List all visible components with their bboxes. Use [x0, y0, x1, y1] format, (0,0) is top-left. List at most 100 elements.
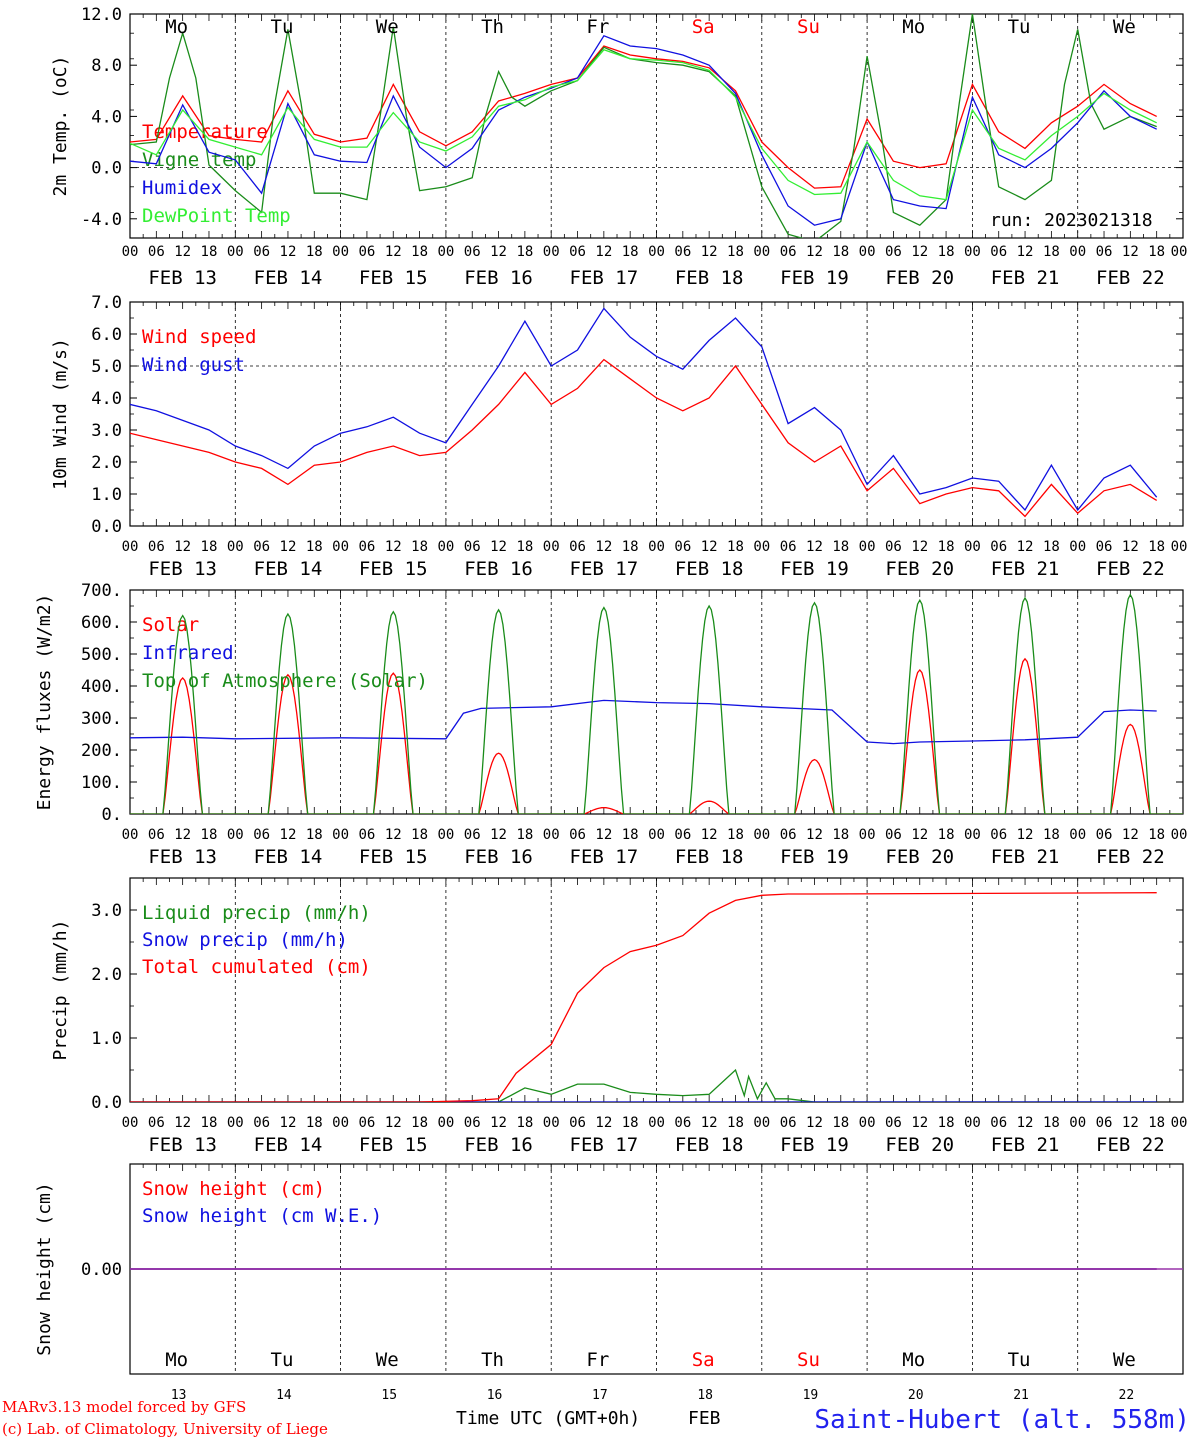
hour-tick-label: 12 [1122, 244, 1139, 260]
day-number: 14 [276, 1388, 292, 1403]
hour-tick-label: 12 [701, 1115, 718, 1131]
hour-tick-label: 18 [938, 244, 955, 260]
date-label: FEB 17 [570, 846, 639, 868]
hour-tick-label: 00 [753, 539, 770, 555]
date-label: FEB 19 [780, 846, 849, 868]
hour-tick-label: 18 [832, 827, 849, 843]
y-tick-label: 0.0 [91, 1093, 122, 1113]
x-axis-title: Time UTC (GMT+0h) [456, 1408, 640, 1429]
hour-tick-label: 06 [569, 1115, 586, 1131]
hour-tick-label: 18 [306, 244, 323, 260]
hour-tick-label: 06 [253, 539, 270, 555]
hour-tick-label: 12 [806, 827, 823, 843]
hour-tick-label: 18 [727, 827, 744, 843]
date-label: FEB 21 [991, 1134, 1060, 1156]
y-tick-label: 5.0 [91, 357, 122, 377]
hour-tick-label: 06 [990, 827, 1007, 843]
date-label: FEB 16 [464, 267, 533, 289]
date-label: FEB 22 [1096, 846, 1165, 868]
hour-tick-label: 00 [1171, 244, 1188, 260]
date-label: FEB 17 [570, 558, 639, 580]
date-label: FEB 19 [780, 267, 849, 289]
hour-tick-label: 12 [701, 244, 718, 260]
date-label: FEB 16 [464, 558, 533, 580]
hour-tick-label: 06 [1096, 244, 1113, 260]
hour-tick-label: 06 [885, 1115, 902, 1131]
date-label: FEB 18 [675, 558, 744, 580]
hour-tick-label: 00 [543, 539, 560, 555]
hour-tick-label: 00 [332, 244, 349, 260]
hour-tick-label: 18 [1043, 827, 1060, 843]
date-label: FEB 14 [254, 846, 323, 868]
date-label: FEB 19 [780, 1134, 849, 1156]
hour-tick-label: 00 [648, 827, 665, 843]
hour-tick-label: 06 [148, 539, 165, 555]
hour-tick-label: 12 [490, 1115, 507, 1131]
date-label: FEB 20 [885, 558, 954, 580]
day-name-top: Sa [692, 16, 715, 38]
hour-tick-label: 12 [490, 244, 507, 260]
hour-tick-label: 00 [1171, 1115, 1188, 1131]
hour-tick-label: 00 [1069, 1115, 1086, 1131]
y-tick-label: 1.0 [91, 1029, 122, 1049]
y-tick-label: 0.0 [91, 159, 122, 179]
x-axis-month: FEB [688, 1408, 721, 1429]
hour-tick-label: 06 [148, 1115, 165, 1131]
hour-tick-label: 12 [280, 244, 297, 260]
date-label: FEB 13 [148, 267, 217, 289]
hour-tick-label: 18 [516, 1115, 533, 1131]
hour-tick-label: 06 [464, 244, 481, 260]
day-number: 17 [592, 1388, 608, 1403]
date-label: FEB 15 [359, 1134, 428, 1156]
hour-tick-label: 12 [1122, 539, 1139, 555]
hour-tick-label: 18 [1148, 827, 1165, 843]
y-tick-label: 8.0 [91, 56, 122, 76]
credit-line-2: (c) Lab. of Climatology, University of L… [2, 1420, 328, 1438]
date-label: FEB 17 [570, 267, 639, 289]
hour-tick-label: 00 [122, 827, 139, 843]
y-tick-label: 3.0 [91, 901, 122, 921]
legend-entry: Wind gust [142, 354, 245, 376]
hour-tick-label: 12 [595, 1115, 612, 1131]
hour-tick-label: 06 [780, 1115, 797, 1131]
hour-tick-label: 12 [1017, 1115, 1034, 1131]
hour-tick-label: 00 [964, 1115, 981, 1131]
hour-tick-label: 12 [280, 827, 297, 843]
day-name-bottom: Th [481, 1349, 504, 1371]
day-number: 19 [803, 1388, 819, 1403]
hour-tick-label: 12 [174, 539, 191, 555]
date-label: FEB 15 [359, 846, 428, 868]
day-number: 22 [1119, 1388, 1135, 1403]
y-tick-label: 3.0 [91, 421, 122, 441]
y-tick-label: 600. [81, 613, 122, 633]
hour-tick-label: 06 [885, 244, 902, 260]
legend-entry: Top of Atmosphere (Solar) [142, 670, 428, 692]
date-label: FEB 19 [780, 558, 849, 580]
hour-tick-label: 12 [385, 1115, 402, 1131]
hour-tick-label: 06 [1096, 827, 1113, 843]
hour-tick-label: 06 [358, 1115, 375, 1131]
hour-tick-label: 06 [253, 1115, 270, 1131]
day-name-top: Su [797, 16, 820, 38]
series-line-blue [130, 307, 1158, 512]
hour-tick-label: 00 [1171, 827, 1188, 843]
hour-tick-label: 00 [437, 1115, 454, 1131]
panel-5: 0.00 Snow height (cm) Snow height (cm) Snow… [34, 1163, 1184, 1375]
hour-tick-label: 12 [911, 539, 928, 555]
date-label: FEB 22 [1096, 1134, 1165, 1156]
hour-tick-label: 12 [385, 827, 402, 843]
hour-tick-label: 00 [227, 827, 244, 843]
date-label: FEB 16 [464, 1134, 533, 1156]
hour-tick-label: 18 [411, 244, 428, 260]
hour-tick-label: 00 [1069, 827, 1086, 843]
day-name-top: We [1113, 16, 1136, 38]
hour-tick-label: 18 [306, 539, 323, 555]
date-label: FEB 13 [148, 558, 217, 580]
hour-tick-label: 12 [806, 1115, 823, 1131]
hour-tick-label: 18 [201, 1115, 218, 1131]
hour-tick-label: 18 [832, 1115, 849, 1131]
day-name-bottom: Mo [902, 1349, 925, 1371]
y-tick-label: 12.0 [81, 5, 122, 25]
legend-entry: Vigne temp [142, 149, 256, 171]
